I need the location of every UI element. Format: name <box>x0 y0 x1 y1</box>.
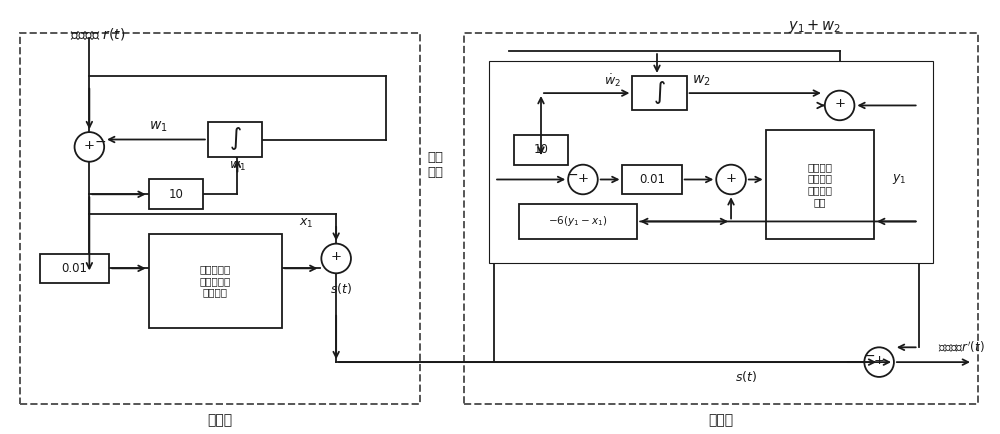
Bar <box>489 61 933 263</box>
Text: −: − <box>94 135 106 148</box>
Text: $w_1$: $w_1$ <box>149 120 168 135</box>
Bar <box>632 76 687 110</box>
Text: +: + <box>577 171 588 184</box>
Bar <box>766 130 874 239</box>
Text: 10: 10 <box>534 143 548 156</box>
Bar <box>519 204 637 239</box>
Bar <box>622 164 682 194</box>
Text: $y_1+w_2$: $y_1+w_2$ <box>788 18 842 35</box>
Circle shape <box>716 164 746 194</box>
Text: 时滞忆阻
混沌神经
网络响应
系统: 时滞忆阻 混沌神经 网络响应 系统 <box>807 162 832 207</box>
Text: $-6(y_1-x_1)$: $-6(y_1-x_1)$ <box>548 214 608 228</box>
Text: $w_2$: $w_2$ <box>692 74 711 88</box>
Text: $x_1$: $x_1$ <box>299 217 314 230</box>
Text: 传输
信道: 传输 信道 <box>427 151 443 179</box>
Text: $y_1$: $y_1$ <box>892 172 906 187</box>
Bar <box>149 234 282 328</box>
Text: +: + <box>331 250 342 263</box>
Bar <box>464 33 978 404</box>
Bar <box>149 180 203 209</box>
Text: +: + <box>84 139 95 152</box>
Text: +: + <box>874 354 885 367</box>
Text: $\int$: $\int$ <box>229 125 241 152</box>
Text: 0.01: 0.01 <box>62 262 88 275</box>
Text: $\dot{w}_2$: $\dot{w}_2$ <box>604 72 621 89</box>
Text: 时滞忆阻混
沌神经网络
驱动系统: 时滞忆阻混 沌神经网络 驱动系统 <box>200 264 231 297</box>
Text: 明文信号 $r(t)$: 明文信号 $r(t)$ <box>70 26 125 43</box>
Bar <box>40 253 109 283</box>
Text: 接收端: 接收端 <box>709 413 734 427</box>
Text: −: − <box>863 349 875 363</box>
Text: $\int$: $\int$ <box>653 79 666 105</box>
Circle shape <box>321 243 351 273</box>
Bar <box>514 135 568 164</box>
Bar <box>20 33 420 404</box>
Circle shape <box>825 91 854 120</box>
Text: −: − <box>566 168 578 181</box>
Text: 0.01: 0.01 <box>639 173 665 186</box>
Text: +: + <box>726 171 737 184</box>
Circle shape <box>568 164 598 194</box>
Text: 发送端: 发送端 <box>208 413 233 427</box>
Text: $\dot{w}_1$: $\dot{w}_1$ <box>229 156 246 173</box>
Text: 明文信号$r'(t)$: 明文信号$r'(t)$ <box>938 339 985 355</box>
Text: +: + <box>834 98 845 111</box>
Text: $s(t)$: $s(t)$ <box>330 280 352 296</box>
Circle shape <box>864 347 894 377</box>
Bar <box>208 122 262 157</box>
Text: $s(t)$: $s(t)$ <box>735 369 757 385</box>
Circle shape <box>75 132 104 162</box>
Text: 10: 10 <box>168 188 183 201</box>
